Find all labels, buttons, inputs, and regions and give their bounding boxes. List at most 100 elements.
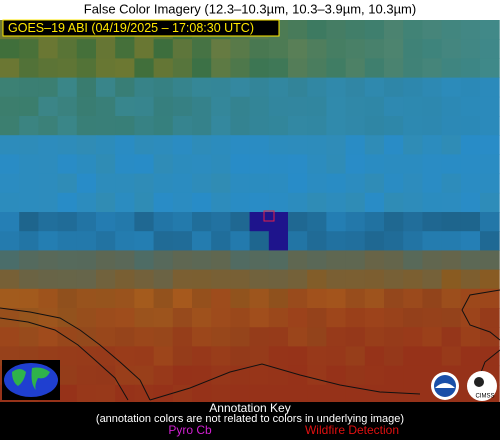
pixel (403, 308, 423, 328)
pixel (268, 96, 289, 117)
cimss-logo: CIMSS (467, 371, 497, 401)
pixel (211, 39, 231, 59)
pixel (153, 384, 174, 405)
pixel (76, 231, 97, 251)
pixel (172, 135, 193, 155)
pixel (192, 269, 212, 290)
pixel (441, 116, 462, 136)
pixel (480, 77, 500, 98)
pixel (307, 77, 327, 98)
pixel (134, 250, 155, 271)
pixel (460, 154, 481, 175)
pixel (76, 250, 97, 271)
pixel (422, 96, 443, 117)
pixel (288, 135, 308, 155)
pixel (288, 288, 308, 309)
pixel (480, 288, 500, 309)
pixel (172, 269, 193, 290)
pixel (460, 39, 481, 59)
pixel (96, 250, 116, 271)
pixel (441, 269, 462, 290)
pixel (403, 77, 423, 98)
pixel (384, 250, 404, 271)
pixel (96, 77, 116, 98)
pixel (268, 154, 289, 175)
pixel (384, 135, 404, 155)
pixel (153, 365, 174, 386)
pixel (288, 346, 308, 367)
pixel (76, 384, 97, 405)
pixel (384, 39, 404, 59)
pixel (460, 231, 481, 251)
pixel (153, 327, 174, 347)
pixel (441, 96, 462, 117)
pixel (96, 231, 116, 251)
pixel (211, 212, 231, 232)
pixel (480, 96, 500, 117)
pixel (422, 212, 443, 232)
pixel (326, 250, 347, 271)
annotation-key-title: Annotation Key (209, 401, 290, 415)
pixel (38, 116, 59, 136)
pixel (172, 250, 193, 271)
pixel (422, 77, 443, 98)
pixel (326, 327, 347, 347)
pixel (96, 384, 116, 405)
pixel (345, 116, 366, 136)
pixel (268, 212, 289, 232)
pixel (211, 250, 231, 271)
pixel (76, 308, 97, 328)
pixel (211, 77, 231, 98)
pixel (460, 250, 481, 271)
pixel (249, 154, 270, 175)
pixel (19, 192, 39, 213)
pixel (153, 154, 174, 175)
pixel (134, 212, 155, 232)
pixel (76, 346, 97, 367)
pixel (403, 20, 423, 40)
pixel (192, 154, 212, 175)
pixel (403, 269, 423, 290)
pixel (230, 58, 251, 79)
pixel (326, 212, 347, 232)
pixel (384, 327, 404, 347)
pixel (172, 96, 193, 117)
pixel (211, 192, 231, 213)
pixel (192, 116, 212, 136)
pixel (441, 58, 462, 79)
pixel (115, 77, 135, 98)
pixel (364, 346, 385, 367)
pixel (96, 173, 116, 194)
pixel (0, 308, 20, 328)
pixel (288, 20, 308, 40)
pixel (57, 308, 78, 328)
pixel (172, 77, 193, 98)
pixel (345, 346, 366, 367)
pixel (268, 346, 289, 367)
pixel (268, 173, 289, 194)
pixel (326, 39, 347, 59)
title-bar (0, 0, 500, 20)
pixel (134, 384, 155, 405)
pixel (249, 327, 270, 347)
pixel (249, 173, 270, 194)
pixel (326, 192, 347, 213)
pixel (19, 269, 39, 290)
pixel (192, 288, 212, 309)
pixel (115, 327, 135, 347)
pixel (38, 327, 59, 347)
pixel (76, 39, 97, 59)
pixel (460, 96, 481, 117)
pixel (19, 250, 39, 271)
pixel (0, 39, 20, 59)
pixel (153, 173, 174, 194)
pixel (172, 192, 193, 213)
pixel (96, 346, 116, 367)
pixel (422, 327, 443, 347)
pixel (96, 308, 116, 328)
pixel (403, 250, 423, 271)
pixel (422, 58, 443, 79)
cimss-figure (474, 377, 484, 387)
